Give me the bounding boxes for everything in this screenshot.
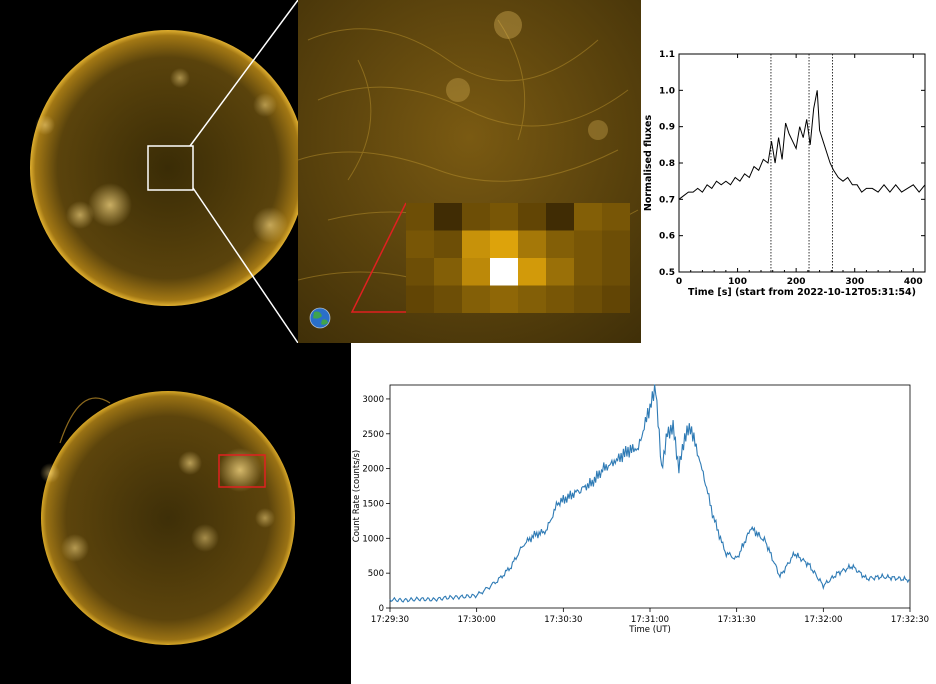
pixel-cell [574,203,602,231]
pixel-cell [574,230,602,258]
x-tick-label: 100 [728,277,747,287]
pixel-cell [434,258,462,286]
flux-y-axis-label: Normalised fluxes [643,115,654,212]
pixel-cell [406,285,434,313]
x-tick-label: 300 [845,277,864,287]
y-tick-label: 1000 [362,534,384,544]
x-tick-label: 17:31:00 [631,615,669,625]
x-tick-label: 17:31:30 [718,615,756,625]
zoom-selection-box [147,145,194,191]
sun-full-disk-bottom-image [0,343,351,684]
y-tick-label: 0.9 [659,123,675,133]
pixel-cell [406,230,434,258]
count-rate-series-line [389,384,911,603]
pixel-cell [574,285,602,313]
x-tick-label: 200 [787,277,806,287]
y-tick-label: 1500 [362,499,384,509]
flux-x-axis-label: Time [s] (start from 2022-10-12T05:31:54… [688,287,916,298]
y-tick-label: 0.5 [659,268,675,278]
y-tick-label: 1.1 [659,50,675,60]
count-rate-chart: 17:29:30 17:30:00 17:30:30 17:31:00 17:31:30… [352,384,929,635]
pixel-cell [462,285,490,313]
y-tick-label: 0.8 [659,159,675,169]
x-tick-label: 0 [676,277,682,287]
normalised-flux-chart: 0 100 200 300 400 0.5 0.6 0.7 0.8 0.9 1.0 1.1 Time… [643,50,926,298]
plot-frame [389,384,911,609]
y-tick-label: 0.6 [659,232,675,242]
pixel-cell [518,258,546,286]
zoom-region-image [298,0,641,343]
x-tick-label: 17:29:30 [371,615,409,625]
zoom-connector-lines [189,0,299,344]
pixel-cell [574,258,602,286]
pixel-cell [518,203,546,231]
pixel-cell [546,258,574,286]
pixel-inset-grid [406,203,630,313]
pixel-cell [434,285,462,313]
pixel-cell [462,258,490,286]
count-y-axis-label: Count Rate (counts/s) [352,450,362,542]
y-tick-label: 3000 [362,395,384,405]
pixel-cell [602,230,630,258]
pixel-cell [546,230,574,258]
pixel-cell [602,258,630,286]
pixel-cell [434,230,462,258]
pixel-cell [490,285,518,313]
pixel-inset-connector [350,202,407,313]
pixel-cell [490,230,518,258]
count-x-axis-label: Time (UT) [628,625,671,635]
pixel-cell [406,203,434,231]
y-tick-label: 2500 [362,430,384,440]
pixel-cell [434,203,462,231]
sun-full-disk-top-image [0,0,300,343]
earth-scale-icon [309,307,331,329]
pixel-cell [490,203,518,231]
y-tick-label: 0 [379,604,384,614]
pixel-cell [518,285,546,313]
flare-highlight-box [218,454,266,488]
flux-series-line [678,90,926,200]
pixel-cell [602,285,630,313]
x-tick-label: 17:32:00 [804,615,842,625]
pixel-cell [546,203,574,231]
pixel-cell [406,258,434,286]
pixel-cell [602,203,630,231]
y-tick-label: 2000 [362,465,384,475]
plot-frame [678,53,926,273]
x-tick-label: 17:32:30 [891,615,929,625]
y-tick-label: 500 [368,569,384,579]
pixel-cell [546,285,574,313]
x-tick-label: 17:30:00 [458,615,496,625]
y-tick-label: 0.7 [659,195,675,205]
pixel-cell [518,230,546,258]
y-tick-label: 1.0 [659,86,675,96]
pixel-cell [462,230,490,258]
x-tick-label: 400 [904,277,923,287]
pixel-cell [490,258,518,286]
pixel-cell [462,203,490,231]
x-tick-label: 17:30:30 [544,615,582,625]
